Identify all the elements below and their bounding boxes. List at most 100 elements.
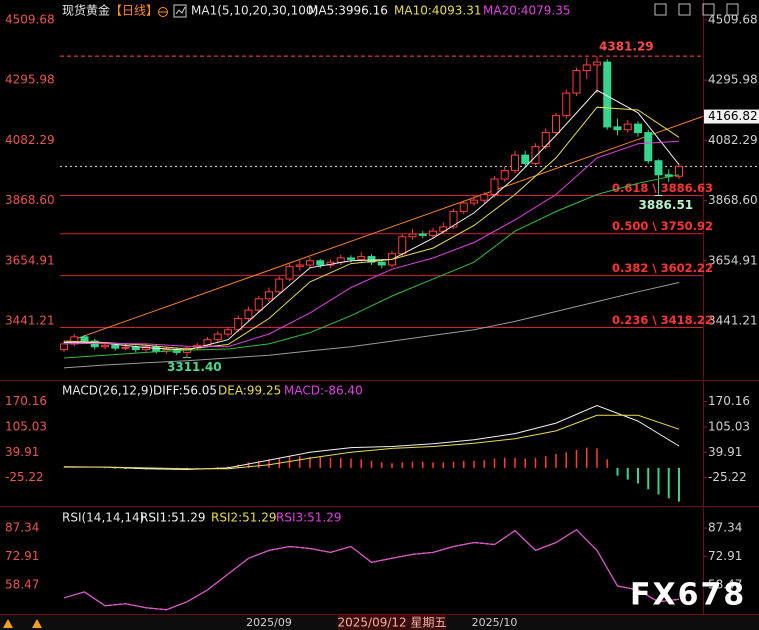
y-tick-label: 39.91 — [708, 445, 742, 459]
price-tag — [704, 109, 759, 124]
candle-body — [306, 260, 314, 266]
candle-body — [234, 318, 243, 331]
period-icon-circle[interactable] — [158, 7, 168, 17]
y-tick-label: 3441.21 — [5, 314, 55, 328]
candle-body — [459, 202, 468, 212]
indicator-icon-box[interactable] — [173, 4, 187, 18]
y-tick-label: 72.91 — [5, 549, 39, 563]
candle-body — [562, 92, 571, 117]
watermark: FX678 — [630, 578, 746, 613]
cursor-label: 2025/09/12 星期五 — [338, 616, 447, 630]
candle-body — [101, 344, 109, 348]
y-tick-label: 4295.98 — [5, 73, 55, 87]
moving-average — [63, 140, 680, 348]
moving-average — [63, 106, 680, 350]
candle-body — [552, 115, 560, 134]
candle-body — [572, 70, 581, 94]
candle-body — [429, 230, 437, 236]
candle-body — [470, 199, 478, 204]
candle-body — [490, 178, 499, 196]
legend-entry: MA20:4079.35 — [483, 4, 571, 18]
legend-entry: RSI1:51.29 — [140, 511, 206, 525]
candle-body — [244, 309, 253, 320]
scroll-icon[interactable] — [3, 619, 13, 628]
candle-body — [254, 298, 263, 311]
candle-body — [398, 236, 407, 255]
toolbar-button[interactable] — [678, 3, 691, 16]
fib-label: 0.500 \ 3750.92 — [612, 219, 713, 233]
candle-body — [295, 264, 304, 267]
y-tick-label: 58.47 — [5, 578, 39, 592]
candle-body — [336, 257, 345, 263]
candle-body — [347, 257, 355, 260]
candle-body — [111, 344, 120, 349]
cursor-label-box — [338, 615, 446, 630]
candle-body — [623, 123, 632, 131]
y-tick-label: 3654.91 — [5, 253, 55, 267]
candle-body — [285, 265, 294, 280]
legend-entry: RSI3:51.29 — [276, 511, 342, 525]
y-tick-label: 87.34 — [708, 521, 742, 535]
x-tick-label: 2025/10 — [472, 616, 518, 629]
y-tick-label: 58.47 — [708, 578, 742, 592]
rsi-line — [63, 529, 680, 611]
candle-body — [224, 329, 232, 335]
candle-body — [131, 346, 140, 351]
moving-average — [63, 282, 680, 369]
candle-body — [265, 291, 273, 300]
y-tick-label: 4509.68 — [708, 12, 758, 26]
y-tick-label: 3868.60 — [5, 193, 55, 207]
y-tick-label: 4082.29 — [5, 133, 55, 147]
y-tick-label: 3441.21 — [708, 314, 758, 328]
candle-body — [275, 278, 284, 293]
extreme-label: 4381.29 — [599, 40, 654, 54]
candle-body — [521, 154, 530, 165]
candle-body — [541, 132, 550, 148]
extreme-label: 3311.40 — [167, 360, 222, 374]
y-tick-label: -25.22 — [5, 470, 44, 484]
fib-label: 0.618 \ 3886.63 — [612, 181, 713, 195]
candle-body — [418, 233, 427, 236]
toolbar-button[interactable] — [702, 3, 715, 16]
candle-body — [367, 256, 376, 263]
legend-entry: DIFF:56.05 — [153, 384, 217, 398]
candle-body — [316, 260, 325, 266]
candle-body — [439, 226, 448, 232]
y-tick-label: 3654.91 — [708, 253, 758, 267]
toolbar-button[interactable] — [726, 3, 739, 16]
legend-entry: MA5:3996.16 — [308, 4, 388, 18]
y-tick-label: 72.91 — [708, 549, 742, 563]
scroll-icon[interactable] — [32, 619, 42, 628]
chart-period: 【日线】 — [110, 4, 158, 18]
y-tick-label: 105.03 — [5, 419, 47, 433]
price-tag-label: 4166.82 — [708, 109, 758, 123]
candle-body — [408, 233, 417, 238]
candle-body — [664, 174, 673, 177]
candle-body — [582, 64, 591, 72]
legend-entry: DEA:99.25 — [218, 384, 281, 398]
y-tick-label: 105.03 — [708, 419, 750, 433]
y-tick-label: 4509.68 — [5, 12, 55, 26]
candle-body — [500, 170, 509, 180]
macd-title: MACD(26,12,9) — [62, 384, 153, 398]
rsi-title: RSI(14,14,14) — [62, 511, 144, 525]
moving-average — [63, 174, 680, 359]
trendline — [63, 116, 703, 344]
toolbar — [654, 3, 739, 16]
y-tick-label: 39.91 — [5, 445, 39, 459]
y-tick-label: 3868.60 — [708, 193, 758, 207]
candle-body — [675, 165, 683, 177]
indicator-icon[interactable] — [173, 4, 187, 18]
period-icon[interactable] — [158, 7, 168, 17]
toolbar-button[interactable] — [654, 3, 667, 16]
candle-body — [613, 126, 622, 131]
chart-title: 现货黄金 — [62, 3, 110, 18]
y-tick-label: 87.34 — [5, 521, 39, 535]
indicator-icon-line[interactable] — [175, 6, 186, 15]
macd-line — [64, 414, 680, 470]
candle-body — [654, 160, 663, 176]
candle-body — [121, 346, 130, 349]
candle-body — [213, 333, 222, 341]
